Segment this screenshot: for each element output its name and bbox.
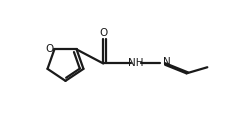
Text: O: O (99, 28, 107, 38)
Text: N: N (163, 57, 171, 67)
Text: NH: NH (128, 58, 143, 68)
Text: O: O (45, 44, 54, 54)
